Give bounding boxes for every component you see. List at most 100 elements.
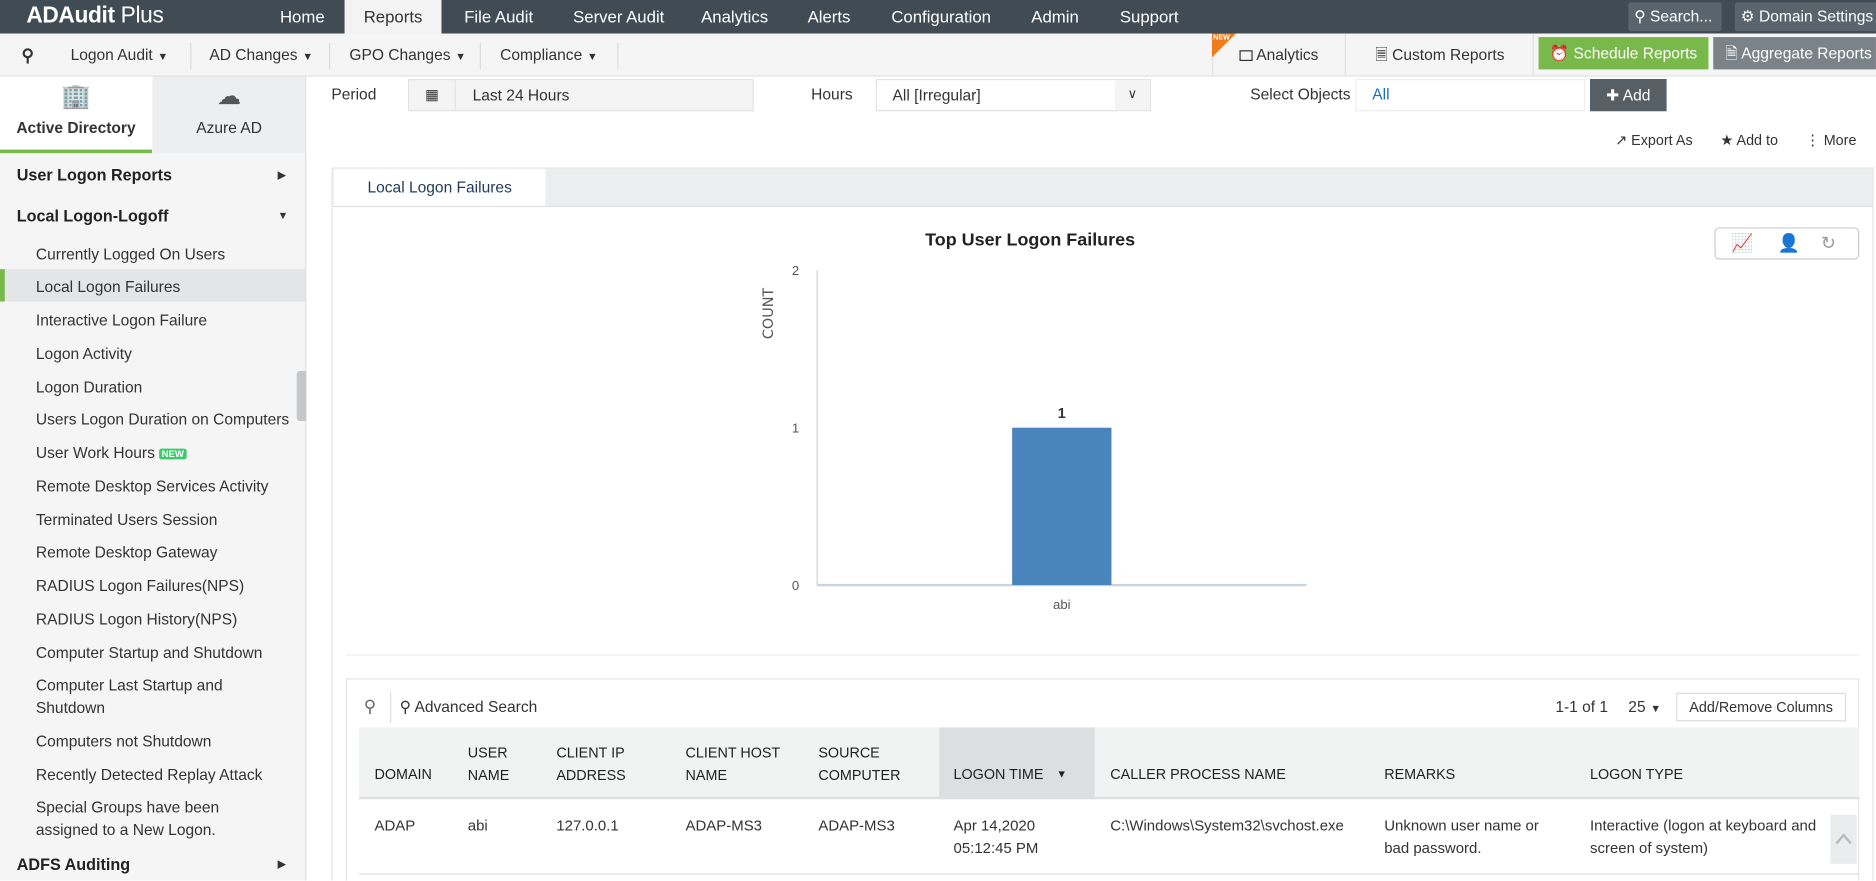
add-to-button[interactable]: ★ Add to (1720, 131, 1779, 149)
sidebar-section-user-logon-reports[interactable]: User Logon Reports (16, 166, 173, 185)
y-tick-label: 1 (792, 420, 799, 435)
nav-reports[interactable]: Reports (344, 0, 442, 34)
sidebar-item[interactable]: Remote Desktop Gateway (35, 543, 218, 562)
menu-ad-changes[interactable]: AD Changes ▼ (209, 45, 314, 64)
sidebar-item[interactable]: Computer Startup and Shutdown (35, 643, 263, 662)
caret-right-icon: ▶ (277, 168, 286, 181)
column-header[interactable]: CALLER PROCESS NAME (1110, 765, 1286, 783)
chart-title: Top User Logon Failures (925, 229, 1135, 249)
nav-file-audit[interactable]: File Audit (464, 7, 534, 27)
nav-alerts[interactable]: Alerts (807, 7, 851, 27)
nav-admin[interactable]: Admin (1031, 7, 1079, 27)
report-search-icon[interactable]: ⚲ (21, 45, 34, 65)
menu-compliance[interactable]: Compliance ▼ (500, 45, 598, 64)
scroll-to-top-button[interactable] (1830, 814, 1857, 864)
sidebar-item[interactable]: Special Groups have been assigned to a N… (35, 797, 220, 839)
table-cell: Interactive (logon at keyboard and screen… (1590, 817, 1817, 857)
export-icon: ↗ (1615, 131, 1628, 149)
sidebar-section-adfs-auditing[interactable]: ADFS Auditing (16, 855, 131, 874)
report-tab-bar (332, 168, 1873, 207)
export-as-button[interactable]: ↗ Export As (1615, 131, 1693, 149)
menu-logon-audit[interactable]: Logon Audit ▼ (70, 45, 169, 64)
divider (190, 43, 192, 70)
user-icon[interactable]: 👤 (1777, 233, 1801, 254)
column-header[interactable]: DOMAIN (374, 765, 432, 783)
sidebar-collapse-handle[interactable] (296, 370, 307, 422)
hours-select[interactable]: All [Irregular] ∨ (875, 78, 1151, 112)
column-header[interactable]: LOGON TIME ▼ (954, 763, 1068, 786)
y-axis-label: COUNT (761, 288, 777, 340)
more-button[interactable]: ⋮ More (1805, 131, 1857, 149)
tab-active-directory[interactable]: 🏢 Active Directory (0, 76, 152, 154)
domain-settings-button[interactable]: ⚙ Domain Settings (1734, 2, 1876, 32)
column-header[interactable]: LOGON TYPE (1590, 765, 1684, 783)
select-objects-input[interactable]: All (1355, 78, 1586, 112)
add-user-icon: ✚ (1606, 86, 1620, 105)
sidebar-item[interactable]: Logon Activity (35, 344, 132, 363)
sidebar-item[interactable]: Currently Logged On Users (35, 245, 226, 264)
caret-down-icon: ▼ (455, 50, 466, 63)
data-label: 1 (1058, 406, 1066, 422)
cloud-sync-icon: ☁ (217, 83, 242, 111)
nav-configuration[interactable]: Configuration (891, 7, 991, 27)
quick-search-icon[interactable]: ⚲ (363, 696, 376, 716)
tab-local-logon-failures[interactable]: Local Logon Failures (333, 168, 546, 206)
sidebar-item[interactable]: Local Logon Failures (35, 277, 181, 296)
caret-down-icon: ▼ (157, 50, 169, 63)
sidebar-item[interactable]: Computer Last Startup and Shutdown (35, 675, 223, 717)
sidebar-item[interactable]: Terminated Users Session (35, 510, 218, 529)
table-cell: ADAP-MS3 (685, 817, 762, 834)
sidebar-item[interactable]: Interactive Logon Failure (35, 311, 208, 330)
bar (1012, 427, 1112, 586)
table-cell: abi (467, 817, 488, 834)
sorted-column-header-bg (939, 727, 1095, 800)
nav-analytics[interactable]: Analytics (701, 7, 769, 27)
custom-reports-button[interactable]: 🗏 Custom Reports (1347, 33, 1534, 77)
search-button[interactable]: ⚲ Search... (1628, 2, 1722, 32)
schedule-reports-button[interactable]: ⏰ Schedule Reports (1538, 37, 1709, 70)
app-logo[interactable]: ADAudit Plus (26, 3, 164, 29)
report-icon: 🗎 (1725, 44, 1738, 63)
column-header[interactable]: REMARKS (1384, 765, 1456, 783)
column-header[interactable]: SOURCE COMPUTER (818, 744, 901, 784)
period-select[interactable]: ▦ Last 24 Hours (407, 78, 754, 112)
menu-gpo-changes[interactable]: GPO Changes ▼ (349, 45, 466, 64)
column-header[interactable]: CLIENT HOST NAME (685, 744, 781, 784)
nav-home[interactable]: Home (279, 7, 325, 27)
column-header[interactable]: USER NAME (467, 744, 510, 784)
sidebar-item[interactable]: Users Logon Duration on Computers (35, 410, 290, 429)
chart-tools: 📈 👤 ↻ (1714, 227, 1860, 260)
gear-icon: ⚙ (1740, 7, 1755, 26)
caret-right-icon: ▶ (277, 857, 286, 870)
column-header[interactable]: CLIENT IP ADDRESS (556, 744, 626, 784)
chart-refresh-icon[interactable]: ↻ (1820, 233, 1836, 254)
nav-support[interactable]: Support (1119, 7, 1179, 27)
row-divider (358, 873, 1860, 875)
chart-add-icon[interactable]: 📈 (1731, 233, 1754, 254)
sidebar-section-local-logon-logoff[interactable]: Local Logon-Logoff (16, 206, 169, 225)
selected-item-highlight (0, 269, 306, 302)
sidebar-item[interactable]: Remote Desktop Services Activity (35, 477, 269, 496)
add-remove-columns-button[interactable]: Add/Remove Columns (1676, 692, 1847, 722)
sidebar-item[interactable]: Computers not Shutdown (35, 732, 212, 751)
add-objects-button[interactable]: ✚ Add (1590, 78, 1667, 112)
aggregate-reports-button[interactable]: 🗎 Aggregate Reports (1713, 37, 1876, 70)
custom-report-icon: 🗏 (1375, 45, 1388, 64)
monitor-chart-icon (1239, 50, 1253, 62)
divider (617, 43, 619, 70)
star-icon: ★ (1720, 131, 1734, 149)
sidebar-item[interactable]: RADIUS Logon History(NPS) (35, 610, 238, 629)
sidebar-item[interactable]: RADIUS Logon Failures(NPS) (35, 576, 245, 595)
caret-down-icon: ▼ (587, 50, 598, 63)
nav-server-audit[interactable]: Server Audit (573, 7, 665, 27)
tab-azure-ad[interactable]: ☁ Azure AD (153, 76, 306, 154)
sidebar (0, 76, 307, 881)
page-size-select[interactable]: 25 ▼ (1628, 697, 1662, 716)
table-cell: ADAP (374, 817, 416, 834)
sidebar-item[interactable]: Recently Detected Replay Attack (35, 765, 263, 784)
report-panel (331, 167, 1874, 881)
sidebar-item[interactable]: User Work Hours NEW (36, 441, 187, 465)
advanced-search-button[interactable]: ⚲ Advanced Search (399, 697, 538, 716)
caret-down-icon: ▼ (302, 50, 314, 63)
sidebar-item[interactable]: Logon Duration (35, 378, 143, 397)
